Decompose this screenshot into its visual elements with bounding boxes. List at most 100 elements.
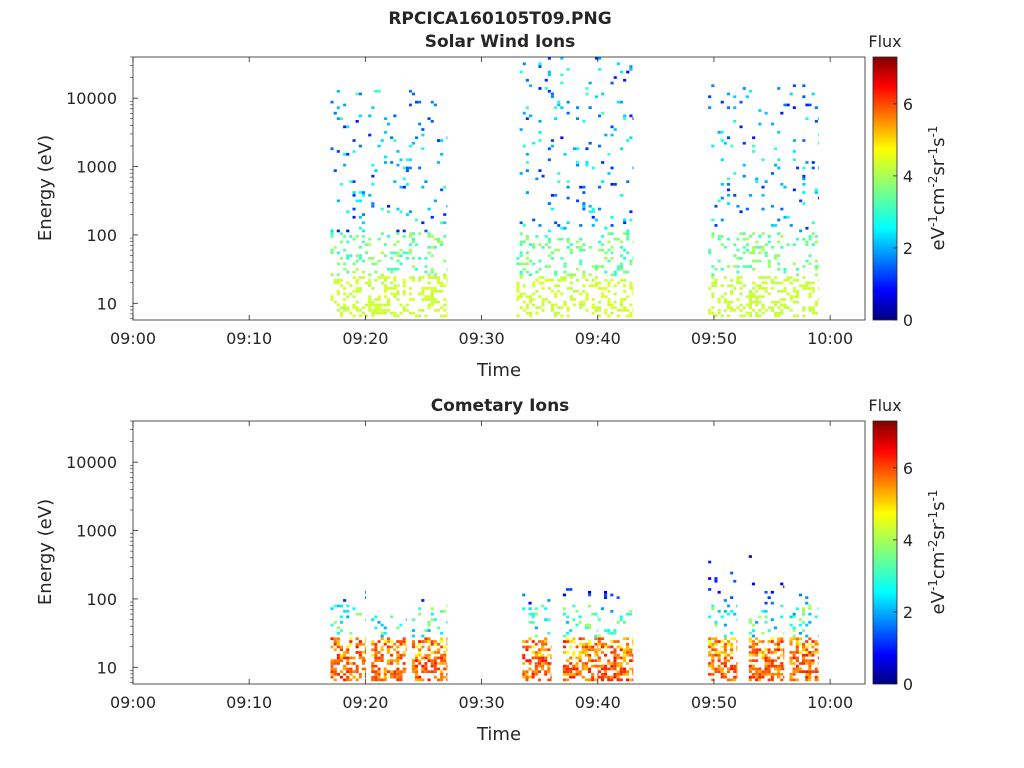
heatmap-cell — [748, 678, 752, 682]
heatmap-cell — [598, 144, 602, 148]
heatmap-cell — [597, 653, 599, 657]
heatmap-cell — [796, 314, 800, 318]
heatmap-cell — [383, 284, 387, 288]
heatmap-cell — [532, 262, 536, 266]
heatmap-cell — [421, 276, 425, 279]
heatmap-cell — [374, 653, 378, 657]
heatmap-cell — [430, 215, 434, 219]
heatmap-cell — [433, 287, 437, 290]
heatmap-cell — [814, 642, 818, 646]
heatmap-cell — [786, 215, 790, 219]
heatmap-cell — [780, 662, 784, 665]
x-tick-label: 09:30 — [459, 329, 505, 348]
heatmap-cell — [538, 224, 542, 227]
heatmap-cell — [440, 631, 444, 635]
heatmap-cell — [336, 281, 340, 285]
heatmap-cell — [437, 667, 441, 671]
heatmap-cell — [585, 278, 589, 282]
heatmap-cell — [522, 653, 526, 657]
heatmap-cell — [792, 262, 796, 266]
heatmap-cell — [632, 640, 634, 643]
heatmap-cell — [390, 640, 394, 643]
heatmap-cell — [339, 648, 343, 652]
heatmap-cell — [588, 106, 592, 109]
heatmap-cell — [613, 629, 617, 632]
heatmap-cell — [711, 235, 715, 238]
heatmap-cell — [333, 281, 337, 285]
heatmap-cell — [808, 651, 812, 654]
heatmap-cell — [623, 221, 627, 225]
heatmap-cell — [343, 267, 347, 271]
heatmap-cell — [792, 637, 796, 641]
heatmap-cell — [346, 675, 350, 679]
heatmap-cell — [582, 276, 586, 279]
heatmap-cell — [336, 656, 340, 660]
heatmap-cell — [336, 117, 340, 120]
heatmap-cell — [544, 298, 548, 301]
heatmap-cell — [745, 248, 749, 252]
heatmap-cell — [339, 257, 343, 260]
heatmap-cell — [601, 180, 605, 183]
heatmap-cell — [714, 267, 718, 271]
heatmap-cell — [430, 120, 434, 123]
heatmap-cell — [352, 139, 356, 142]
heatmap-cell — [572, 618, 576, 621]
heatmap-cell — [396, 675, 400, 679]
heatmap-cell — [730, 571, 734, 575]
heatmap-cell — [380, 139, 384, 142]
heatmap-cell — [761, 295, 765, 298]
heatmap-cell — [723, 623, 727, 627]
heatmap-cell — [349, 311, 353, 315]
heatmap-cell — [591, 298, 595, 301]
heatmap-cell — [607, 152, 611, 156]
heatmap-cell — [733, 194, 737, 197]
heatmap-cell — [352, 289, 356, 293]
heatmap-cell — [333, 662, 337, 665]
heatmap-cell — [817, 196, 819, 200]
heatmap-cell — [532, 243, 536, 246]
heatmap-cell — [538, 139, 542, 142]
heatmap-cell — [817, 634, 819, 638]
heatmap-cell — [783, 631, 785, 635]
heatmap-cell — [522, 309, 526, 312]
heatmap-cell — [365, 637, 366, 641]
heatmap-cell — [588, 246, 592, 249]
heatmap-cell — [541, 174, 545, 178]
heatmap-cell — [418, 653, 422, 657]
heatmap-cell — [339, 240, 343, 244]
heatmap-cell — [805, 634, 809, 638]
heatmap-cell — [402, 166, 406, 170]
heatmap-cell — [727, 194, 731, 197]
heatmap-cell — [525, 257, 529, 260]
heatmap-cell — [591, 673, 595, 676]
heatmap-cell — [355, 645, 359, 649]
heatmap-cell — [745, 207, 749, 211]
heatmap-cell — [727, 136, 731, 140]
colorbar-tick-label: 4 — [903, 531, 913, 550]
heatmap-cell — [374, 169, 378, 172]
heatmap-cell — [443, 651, 447, 654]
heatmap-cell — [780, 246, 784, 249]
heatmap-cell — [339, 656, 343, 660]
heatmap-cell — [777, 670, 781, 673]
heatmap-cell — [733, 675, 737, 679]
heatmap-cell — [814, 678, 818, 682]
heatmap-cell — [516, 295, 520, 298]
heatmap-cell — [383, 303, 387, 307]
heatmap-cell — [336, 659, 340, 662]
heatmap-cell — [805, 243, 809, 246]
heatmap-cell — [764, 309, 768, 312]
heatmap-cell — [386, 637, 390, 641]
heatmap-cell — [727, 265, 731, 268]
heatmap-cell — [437, 648, 441, 652]
heatmap-cell — [789, 92, 793, 96]
heatmap-cell — [443, 662, 447, 665]
heatmap-cell — [789, 662, 793, 665]
heatmap-cell — [386, 645, 390, 649]
figure-title: RPCICA160105T09.PNG — [388, 9, 611, 29]
heatmap-cell — [538, 243, 542, 246]
heatmap-cell — [758, 246, 762, 249]
heatmap-cell — [343, 262, 347, 266]
heatmap-cell — [547, 662, 551, 665]
heatmap-cell — [620, 262, 624, 266]
